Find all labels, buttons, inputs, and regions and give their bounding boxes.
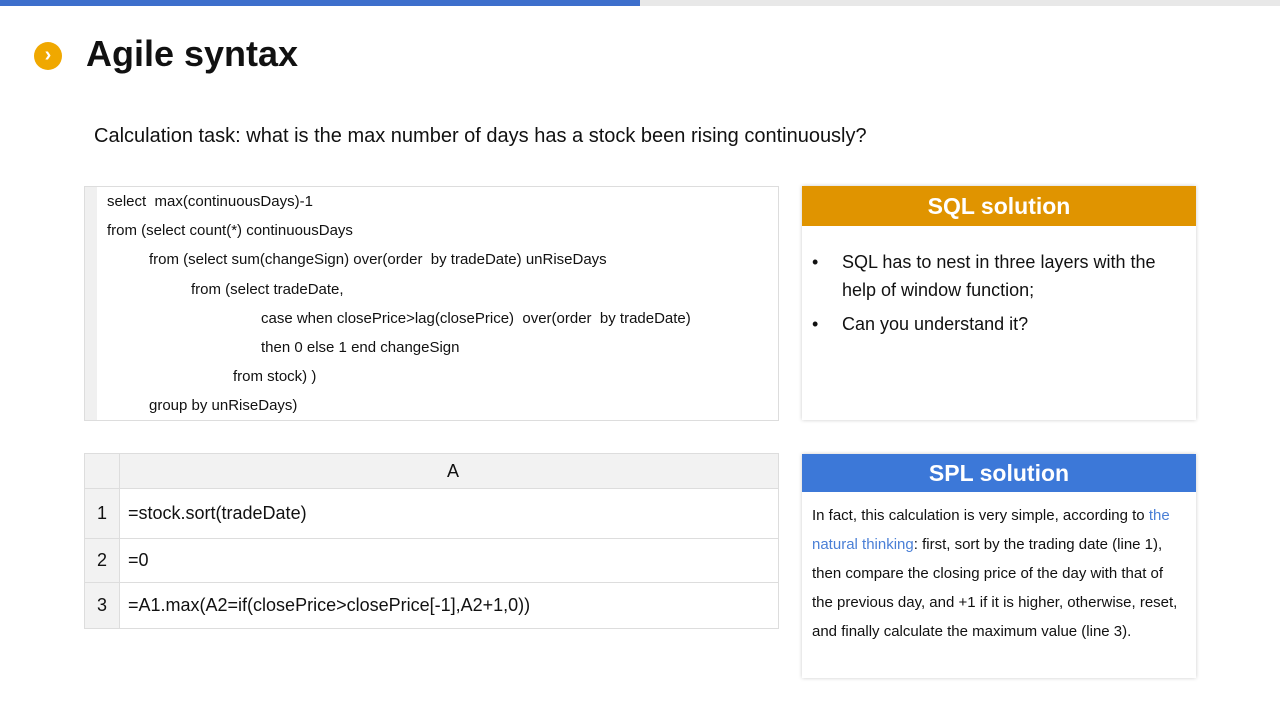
code-line: from stock) ) (233, 368, 317, 385)
row-number[interactable]: 3 (84, 582, 120, 629)
table-row: 1 =stock.sort(tradeDate) (84, 488, 779, 539)
progress-fill (0, 0, 640, 6)
code-line: group by unRiseDays) (149, 397, 298, 414)
table-row: 3 =A1.max(A2=if(closePrice>closePrice[-1]… (84, 582, 779, 629)
card-title: SPL solution (802, 454, 1196, 492)
page-title: Agile syntax (86, 33, 299, 74)
code-line: from (select tradeDate, (191, 281, 344, 298)
row-number[interactable]: 1 (84, 488, 120, 539)
code-line: then 0 else 1 end changeSign (261, 339, 460, 356)
corner-cell (84, 453, 120, 489)
spl-grid: A 1 =stock.sort(tradeDate) 2 =0 3 =A1.max(A… (84, 453, 779, 629)
code-line: case when closePrice>lag(closePrice) ove… (261, 310, 691, 327)
spl-solution-card: SPL solution In fact, this calculation i… (802, 454, 1196, 678)
progress-bar (0, 0, 1280, 6)
code-line: select max(continuousDays)-1 (107, 193, 313, 210)
grid-cell[interactable]: =stock.sort(tradeDate) (119, 488, 779, 539)
bullet-item: SQL has to nest in three layers with the… (812, 248, 1186, 304)
column-header[interactable]: A (119, 453, 779, 489)
card-title: SQL solution (802, 186, 1196, 226)
code-line: from (select sum(changeSign) over(order … (149, 251, 607, 268)
sql-solution-card: SQL solution SQL has to nest in three la… (802, 186, 1196, 420)
task-description: Calculation task: what is the max number… (94, 125, 867, 147)
code-line: from (select count(*) continuousDays (107, 222, 353, 239)
table-row: 2 =0 (84, 538, 779, 583)
row-number[interactable]: 2 (84, 538, 120, 583)
bullet-item: Can you understand it? (812, 310, 1186, 338)
grid-cell[interactable]: =0 (119, 538, 779, 583)
text-part: In fact, this calculation is very simple… (812, 507, 1149, 524)
natural-thinking-link[interactable]: the natural thinking (812, 507, 1170, 553)
sql-code-block: select max(continuousDays)-1 from (selec… (84, 186, 779, 421)
code-gutter (85, 187, 97, 420)
chevron-right-icon: › (34, 42, 62, 70)
grid-cell[interactable]: =A1.max(A2=if(closePrice>closePrice[-1],… (119, 582, 779, 629)
card-text: In fact, this calculation is very simple… (802, 492, 1196, 655)
text-part: : first, sort by the trading date (line … (812, 536, 1178, 640)
